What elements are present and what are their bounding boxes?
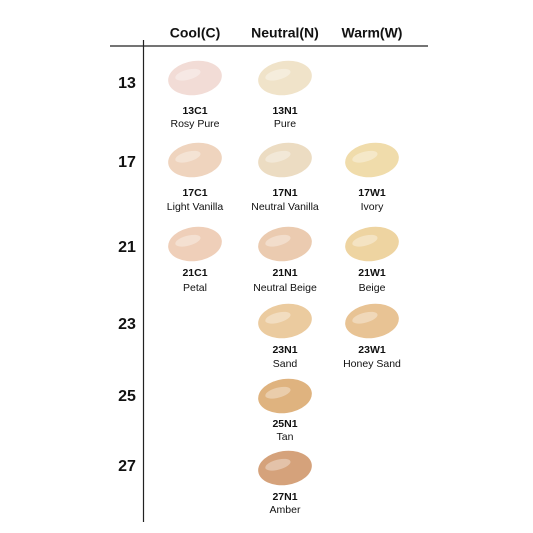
swatch [168,142,222,178]
swatch [258,378,312,414]
swatch [345,226,399,262]
column-header: Warm(W) [342,25,403,41]
swatch [258,60,312,96]
swatch [345,303,399,339]
shade-code: 17N1 [272,187,297,199]
shade-code: 17C1 [182,187,207,199]
swatch-highlight [175,68,201,81]
swatch [168,60,222,96]
swatch-highlight [265,458,291,471]
swatch [258,142,312,178]
row-label: 13 [118,75,136,92]
shade-code: 23N1 [272,344,297,356]
row-label: 23 [118,316,136,333]
shade-name: Sand [273,358,298,370]
swatch [168,226,222,262]
shade-code: 25N1 [272,418,297,430]
shade-code: 21C1 [182,267,207,279]
row-label: 21 [118,239,136,256]
shade-name: Neutral Vanilla [251,201,319,213]
shade-name: Light Vanilla [167,201,224,213]
row-label: 17 [118,154,136,171]
shade-code: 13C1 [182,105,207,117]
shade-code: 23W1 [358,344,386,356]
row-label: 27 [118,458,136,475]
row-label: 25 [118,388,136,405]
swatch-highlight [175,150,201,163]
swatch-highlight [265,68,291,81]
shade-code: 13N1 [272,105,297,117]
shade-name: Petal [183,282,207,294]
shade-name: Beige [359,282,386,294]
swatch [258,303,312,339]
shade-name: Amber [270,504,301,516]
swatch-highlight [265,386,291,399]
swatch [345,142,399,178]
column-header: Cool(C) [170,25,221,41]
shade-code: 17W1 [358,187,386,199]
swatch-highlight [352,311,378,324]
shade-code: 21N1 [272,267,297,279]
column-header: Neutral(N) [251,25,319,41]
shade-name: Honey Sand [343,358,401,370]
shade-name: Ivory [361,201,385,213]
swatch-highlight [352,234,378,247]
swatch-highlight [265,311,291,324]
swatch [258,450,312,486]
shade-name: Rosy Pure [170,118,219,130]
shade-code: 21W1 [358,267,386,279]
swatch-highlight [352,150,378,163]
shade-name: Pure [274,118,296,130]
swatch-highlight [175,234,201,247]
swatch [258,226,312,262]
shade-name: Tan [277,431,294,443]
swatch-highlight [265,150,291,163]
swatch-highlight [265,234,291,247]
shade-name: Neutral Beige [253,282,317,294]
shade-code: 27N1 [272,491,297,503]
